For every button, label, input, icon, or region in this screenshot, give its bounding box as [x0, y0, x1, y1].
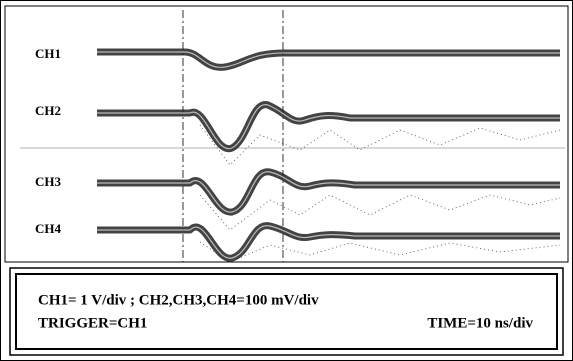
scope-screen — [5, 6, 568, 262]
channel-label: CH3 — [35, 174, 62, 189]
time-info: TIME=10 ns/div — [427, 315, 533, 331]
channel-label: CH4 — [35, 221, 62, 236]
scale-info: CH1= 1 V/div ; CH2,CH3,CH4=100 mV/div — [38, 292, 319, 308]
channel-label: CH1 — [35, 46, 61, 61]
trigger-info: TRIGGER=CH1 — [38, 315, 147, 331]
channel-label: CH2 — [35, 103, 61, 118]
scope-screenshot: CH1 CH2 CH3 CH4 CH1= 1 V/div ; CH2,CH3,C… — [0, 0, 573, 361]
